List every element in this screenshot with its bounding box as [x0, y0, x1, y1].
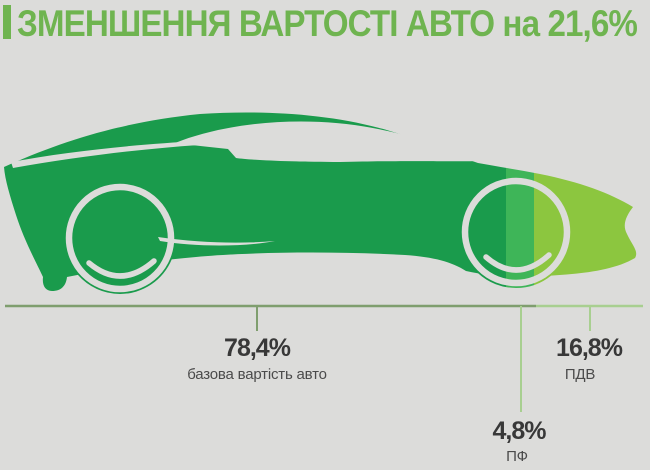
base-cost-label: базова вартість авто: [187, 366, 327, 383]
title-accent-bar: [3, 5, 11, 39]
front-wheel-arc: [86, 258, 157, 279]
base-cost-value: 78,4%: [224, 334, 291, 362]
window-cutout: [175, 121, 478, 162]
rocker-line-cutout: [158, 237, 275, 246]
pension-fund-value: 4,8%: [492, 417, 547, 445]
vat-label: ПДВ: [564, 366, 596, 383]
front-wheel-ring: [65, 183, 175, 293]
hood-line-cutout: [11, 141, 200, 168]
page-title: ЗМЕНШЕННЯ ВАРТОСТІ АВТО на 21,6%: [17, 3, 637, 44]
vat-value: 16,8%: [556, 334, 623, 362]
pension-fund-label: ПФ: [506, 448, 528, 465]
header: ЗМЕНШЕННЯ ВАРТОСТІ АВТО на 21,6%: [3, 3, 638, 44]
rear-wheel-ring: [461, 177, 571, 287]
rear-wheel-arc: [483, 252, 552, 273]
